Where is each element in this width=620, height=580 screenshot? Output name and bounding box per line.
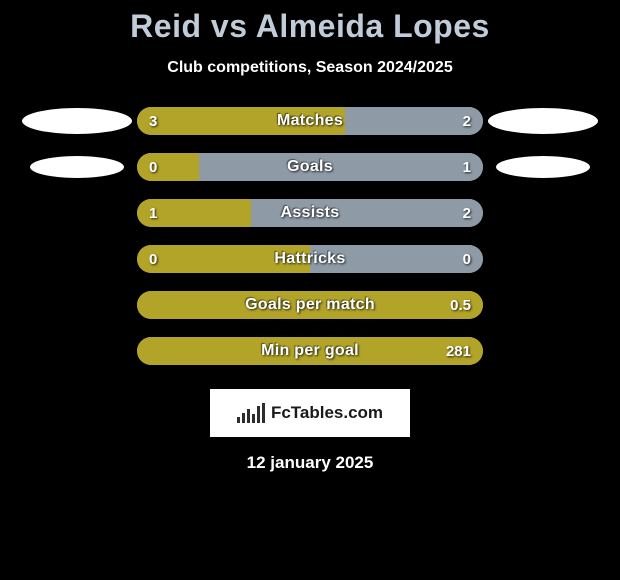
stat-bar: 3 Matches 2 [137, 107, 483, 135]
stat-right-value: 281 [446, 337, 471, 365]
stats-rows: 3 Matches 2 0 Goals 1 [0, 107, 620, 365]
stat-row: 3 Matches 2 [0, 107, 620, 135]
left-avatar-slot [17, 108, 137, 134]
stat-right-value: 0.5 [450, 291, 471, 319]
right-avatar-slot [483, 156, 603, 178]
player-avatar-placeholder [30, 156, 124, 178]
player-avatar-placeholder [488, 108, 598, 134]
stat-row: 0 Hattricks 0 [0, 245, 620, 273]
comparison-card: Reid vs Almeida Lopes Club competitions,… [0, 0, 620, 473]
stat-label: Matches [137, 107, 483, 135]
stat-label: Assists [137, 199, 483, 227]
bars-icon [237, 403, 265, 423]
stat-bar: 0 Hattricks 0 [137, 245, 483, 273]
brand-text: FcTables.com [271, 403, 383, 423]
stat-right-value: 0 [463, 245, 471, 273]
stat-bar: Goals per match 0.5 [137, 291, 483, 319]
left-avatar-slot [17, 156, 137, 178]
date: 12 january 2025 [0, 453, 620, 473]
player-avatar-placeholder [496, 156, 590, 178]
stat-bar: 1 Assists 2 [137, 199, 483, 227]
stat-right-value: 2 [463, 199, 471, 227]
player-avatar-placeholder [22, 108, 132, 134]
right-avatar-slot [483, 108, 603, 134]
stat-label: Min per goal [137, 337, 483, 365]
brand-badge: FcTables.com [210, 389, 410, 437]
stat-label: Goals [137, 153, 483, 181]
stat-row: 0 Goals 1 [0, 153, 620, 181]
title: Reid vs Almeida Lopes [0, 8, 620, 45]
stat-right-value: 1 [463, 153, 471, 181]
stat-right-value: 2 [463, 107, 471, 135]
stat-row: 1 Assists 2 [0, 199, 620, 227]
stat-row: Min per goal 281 [0, 337, 620, 365]
stat-bar: 0 Goals 1 [137, 153, 483, 181]
stat-label: Goals per match [137, 291, 483, 319]
subtitle: Club competitions, Season 2024/2025 [0, 59, 620, 77]
stat-bar: Min per goal 281 [137, 337, 483, 365]
stat-row: Goals per match 0.5 [0, 291, 620, 319]
stat-label: Hattricks [137, 245, 483, 273]
